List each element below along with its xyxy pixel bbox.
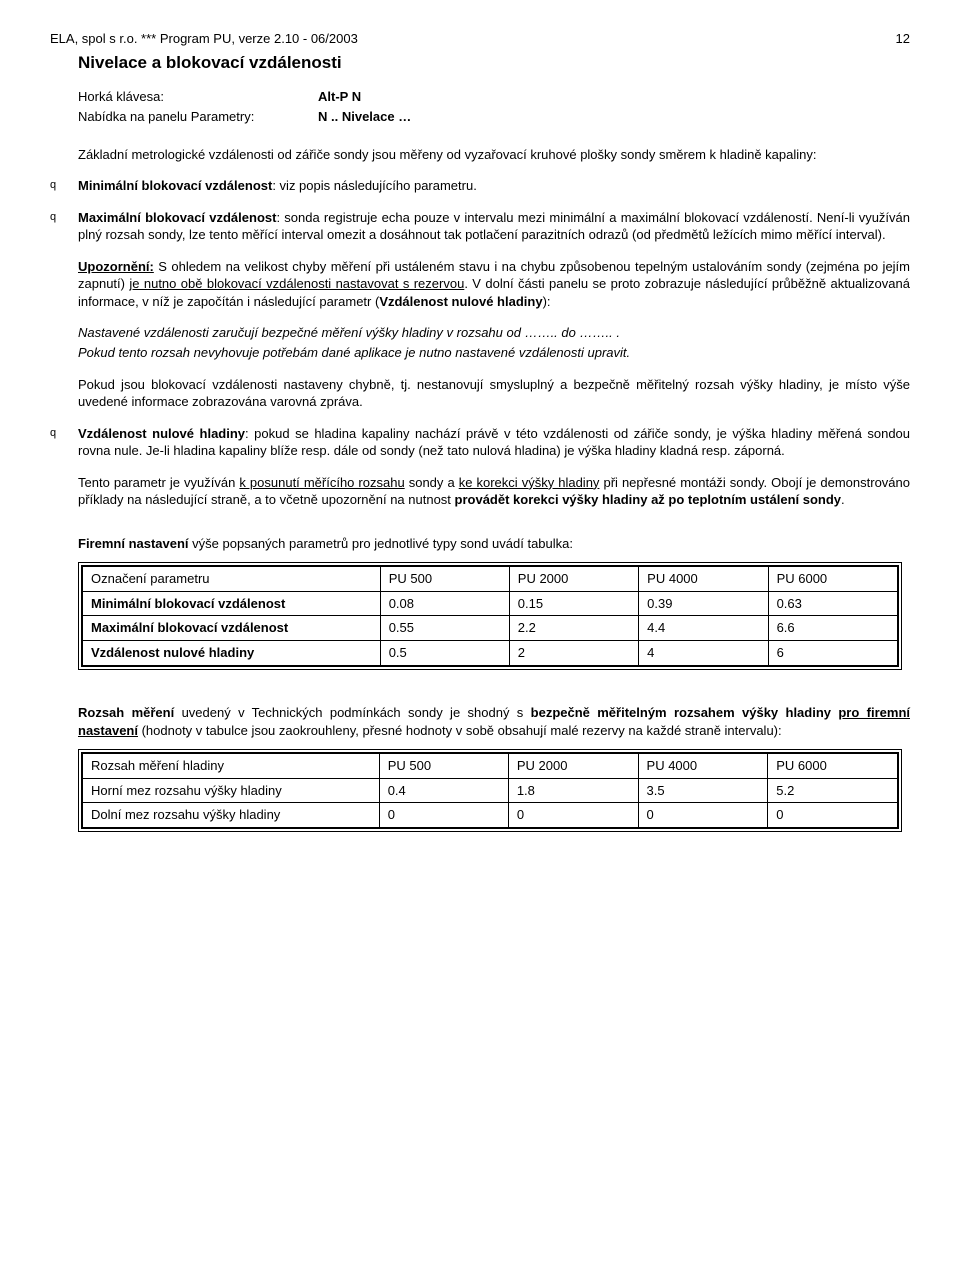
rp-c: (hodnoty v tabulce jsou zaokrouhleny, př… bbox=[138, 723, 782, 738]
cell: 0.55 bbox=[380, 616, 509, 641]
table-row: Dolní mez rozsahu výšky hladiny 0 0 0 0 bbox=[83, 803, 898, 828]
col-header: PU 6000 bbox=[768, 754, 898, 779]
col-header: PU 500 bbox=[379, 754, 508, 779]
firm-a: Firemní nastavení bbox=[78, 536, 189, 551]
menu-value: N .. Nivelace … bbox=[318, 108, 411, 126]
cell: 0 bbox=[638, 803, 768, 828]
table-row: Horní mez rozsahu výšky hladiny 0.4 1.8 … bbox=[83, 778, 898, 803]
col-header: PU 2000 bbox=[509, 567, 638, 592]
upo-c: ): bbox=[543, 294, 551, 309]
table-row: Minimální blokovací vzdálenost 0.08 0.15… bbox=[83, 591, 898, 616]
rp-a: Rozsah měření bbox=[78, 705, 174, 720]
b3-p2-u1: k posunutí měřícího rozsahu bbox=[239, 475, 404, 490]
range-table-wrap: Rozsah měření hladiny PU 500 PU 2000 PU … bbox=[50, 749, 910, 836]
firm-settings-line: Firemní nastavení výše popsaných paramet… bbox=[50, 535, 910, 553]
hotkey-block: Horká klávesa: Alt-P N Nabídka na panelu… bbox=[50, 88, 910, 125]
b3-p2-u2: ke korekci výšky hladiny bbox=[459, 475, 600, 490]
cell: 6 bbox=[768, 640, 897, 665]
upozorneni-label: Upozornění: bbox=[78, 259, 154, 274]
b3-lead: Vzdálenost nulové hladiny bbox=[78, 426, 245, 441]
b3-p2-b: sondy a bbox=[405, 475, 459, 490]
intro-paragraph: Základní metrologické vzdálenosti od zář… bbox=[50, 146, 910, 164]
row-label: Minimální blokovací vzdálenost bbox=[83, 591, 381, 616]
bullet-zero-level: q Vzdálenost nulové hladiny: pokud se hl… bbox=[50, 425, 910, 509]
cell: 0.5 bbox=[380, 640, 509, 665]
cell: 4 bbox=[639, 640, 768, 665]
col-header: Označení parametru bbox=[83, 567, 381, 592]
b2-lead: Maximální blokovací vzdálenost bbox=[78, 210, 276, 225]
rp-b: uvedený v Technických podmínkách sondy j… bbox=[174, 705, 530, 720]
warning-paragraph: Pokud jsou blokovací vzdálenosti nastave… bbox=[78, 376, 910, 411]
rp-bold: bezpečně měřitelným rozsahem výšky hladi… bbox=[531, 705, 839, 720]
cell: 4.4 bbox=[639, 616, 768, 641]
upo-under: je nutno obě blokovací vzdálenosti nasta… bbox=[129, 276, 464, 291]
bullet-mark: q bbox=[50, 425, 78, 509]
col-header: Rozsah měření hladiny bbox=[83, 754, 380, 779]
bullet-mark: q bbox=[50, 177, 78, 195]
page-header: ELA, spol s r.o. *** Program PU, verze 2… bbox=[50, 30, 910, 48]
bullet-min-blocking: q Minimální blokovací vzdálenost: viz po… bbox=[50, 177, 910, 195]
cell: 0 bbox=[379, 803, 508, 828]
b1-rest: : viz popis následujícího parametru. bbox=[272, 178, 477, 193]
cell: 3.5 bbox=[638, 778, 768, 803]
cell: 0.39 bbox=[639, 591, 768, 616]
cell: 0.4 bbox=[379, 778, 508, 803]
col-header: PU 6000 bbox=[768, 567, 897, 592]
col-header: PU 500 bbox=[380, 567, 509, 592]
cell: 5.2 bbox=[768, 778, 898, 803]
table-row: Označení parametru PU 500 PU 2000 PU 400… bbox=[83, 567, 898, 592]
cell: 0 bbox=[508, 803, 638, 828]
cell: 0.63 bbox=[768, 591, 897, 616]
col-header: PU 4000 bbox=[638, 754, 768, 779]
cell: 0 bbox=[768, 803, 898, 828]
table-row: Rozsah měření hladiny PU 500 PU 2000 PU … bbox=[83, 754, 898, 779]
cell: 1.8 bbox=[508, 778, 638, 803]
b3-p2-a: Tento parametr je využíván bbox=[78, 475, 239, 490]
hotkey-value: Alt-P N bbox=[318, 88, 361, 106]
hotkey-label: Horká klávesa: bbox=[78, 88, 318, 106]
range-table: Rozsah měření hladiny PU 500 PU 2000 PU … bbox=[82, 753, 898, 828]
bullet-max-blocking: q Maximální blokovací vzdálenost: sonda … bbox=[50, 209, 910, 411]
table-row: Vzdálenost nulové hladiny 0.5 2 4 6 bbox=[83, 640, 898, 665]
safe-range-line-2: Pokud tento rozsah nevyhovuje potřebám d… bbox=[78, 344, 910, 362]
b1-lead: Minimální blokovací vzdálenost bbox=[78, 178, 272, 193]
firm-b: výše popsaných parametrů pro jednotlivé … bbox=[189, 536, 573, 551]
cell: 6.6 bbox=[768, 616, 897, 641]
cell: 2.2 bbox=[509, 616, 638, 641]
row-label: Dolní mez rozsahu výšky hladiny bbox=[83, 803, 380, 828]
table-row: Maximální blokovací vzdálenost 0.55 2.2 … bbox=[83, 616, 898, 641]
firm-settings-table-wrap: Označení parametru PU 500 PU 2000 PU 400… bbox=[50, 562, 910, 674]
section-title: Nivelace a blokovací vzdálenosti bbox=[50, 52, 910, 75]
col-header: PU 2000 bbox=[508, 754, 638, 779]
bullet-mark: q bbox=[50, 209, 78, 411]
header-left: ELA, spol s r.o. *** Program PU, verze 2… bbox=[50, 30, 358, 48]
b3-p2-d: . bbox=[841, 492, 845, 507]
menu-label: Nabídka na panelu Parametry: bbox=[78, 108, 318, 126]
measurement-range-paragraph: Rozsah měření uvedený v Technických podm… bbox=[50, 704, 910, 739]
row-label: Vzdálenost nulové hladiny bbox=[83, 640, 381, 665]
safe-range-line-1: Nastavené vzdálenosti zaručují bezpečné … bbox=[78, 324, 910, 342]
col-header: PU 4000 bbox=[639, 567, 768, 592]
cell: 0.08 bbox=[380, 591, 509, 616]
header-page-number: 12 bbox=[896, 30, 910, 48]
cell: 2 bbox=[509, 640, 638, 665]
row-label: Horní mez rozsahu výšky hladiny bbox=[83, 778, 380, 803]
firm-settings-table: Označení parametru PU 500 PU 2000 PU 400… bbox=[82, 566, 898, 665]
row-label: Maximální blokovací vzdálenost bbox=[83, 616, 381, 641]
upo-bold: Vzdálenost nulové hladiny bbox=[379, 294, 542, 309]
cell: 0.15 bbox=[509, 591, 638, 616]
b3-p2-bold: provádět korekci výšky hladiny až po tep… bbox=[455, 492, 842, 507]
